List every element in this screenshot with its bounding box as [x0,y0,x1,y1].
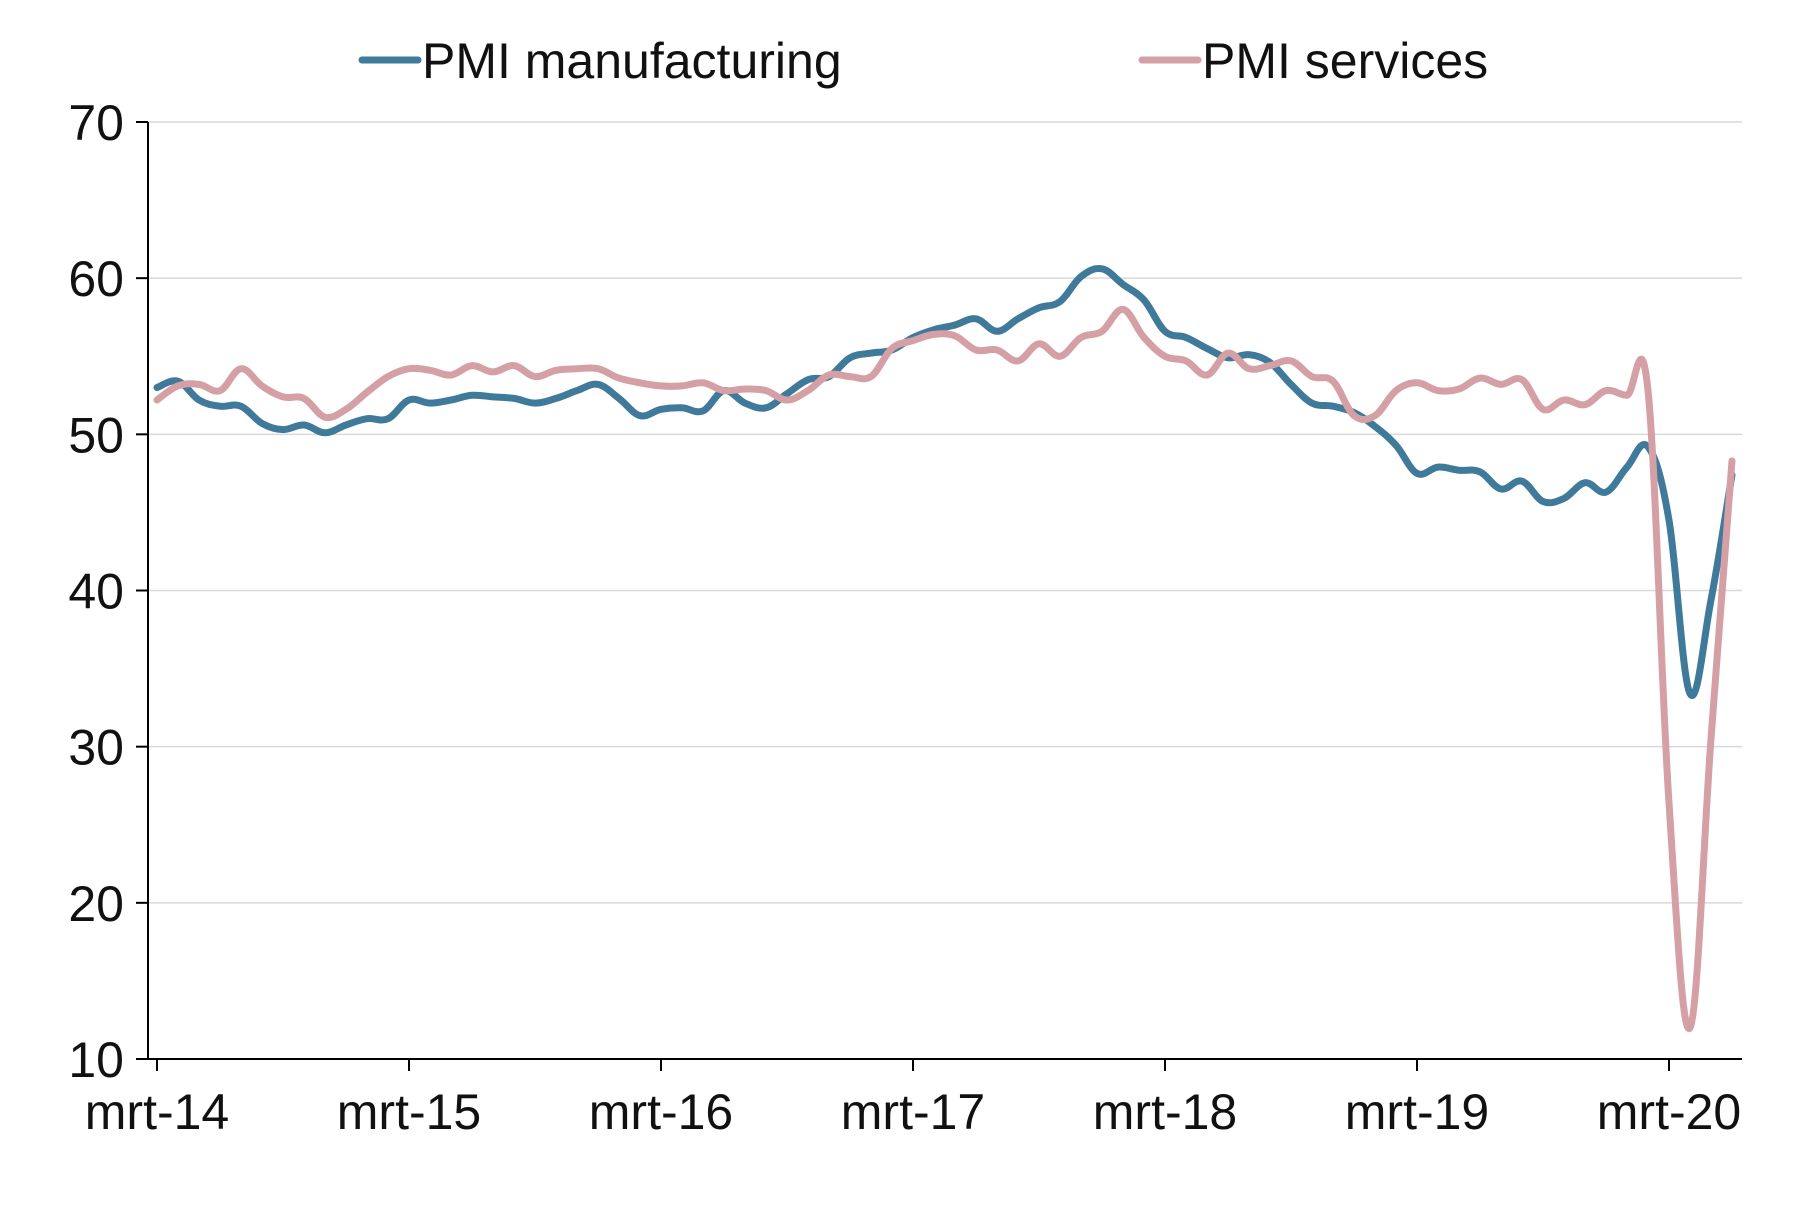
x-tick-label: mrt-19 [1345,1084,1489,1140]
y-tick-label: 70 [68,95,124,151]
grid-layer [148,121,1742,904]
y-tick-label: 60 [68,251,124,307]
series-layer [153,264,1736,1032]
legend-label-pmi-manufacturing: PMI manufacturing [422,33,842,89]
x-tick-label: mrt-20 [1597,1084,1741,1140]
axis-layer: 10 20 30 40 50 60 70 mrt-14 mrt-15 mrt-16 mrt-17 mr… [68,95,1742,1140]
legend-label-pmi-services: PMI services [1202,33,1488,89]
x-tick-label: mrt-16 [589,1084,733,1140]
y-tick-label: 10 [68,1032,124,1088]
x-tick-label: mrt-18 [1093,1084,1237,1140]
y-tick-label: 40 [68,564,124,620]
x-tick-label: mrt-14 [85,1084,229,1140]
y-tick-label: 30 [68,720,124,776]
x-tick-label: mrt-15 [337,1084,481,1140]
y-tick-label: 50 [68,407,124,463]
series-line-pmi-manufacturing [153,264,1736,700]
series-line-pmi-services [153,305,1736,1032]
legend: PMI manufacturing PMI services [358,33,1488,89]
y-tick-label: 20 [68,876,124,932]
x-tick-label: mrt-17 [841,1084,985,1140]
